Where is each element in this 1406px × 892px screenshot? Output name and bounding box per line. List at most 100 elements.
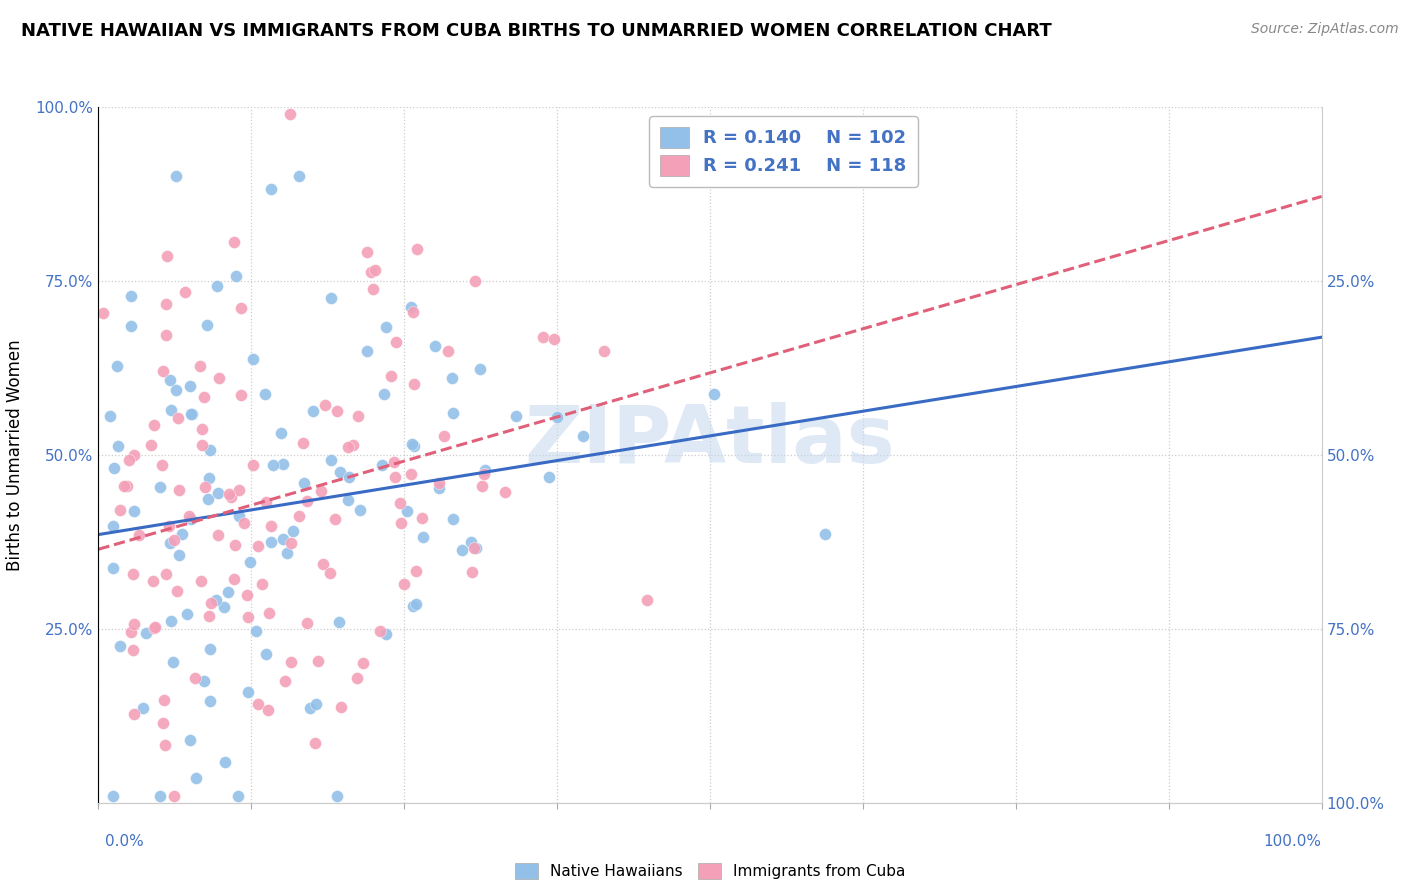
Point bbox=[250, 576, 273, 591]
Point bbox=[157, 519, 180, 533]
Point bbox=[194, 480, 217, 494]
Point bbox=[399, 467, 422, 482]
Point bbox=[246, 540, 269, 554]
Point bbox=[280, 536, 302, 550]
Legend: Native Hawaiians, Immigrants from Cuba: Native Hawaiians, Immigrants from Cuba bbox=[509, 856, 911, 886]
Point bbox=[236, 609, 259, 624]
Point bbox=[245, 624, 267, 638]
Point bbox=[280, 655, 302, 669]
Point bbox=[193, 390, 215, 404]
Point bbox=[118, 453, 141, 467]
Point bbox=[471, 479, 494, 493]
Y-axis label: Births to Unmarried Women: Births to Unmarried Women bbox=[7, 339, 24, 571]
Text: 100.0%: 100.0% bbox=[1264, 834, 1322, 849]
Point bbox=[172, 527, 194, 541]
Point bbox=[155, 328, 177, 343]
Point bbox=[433, 429, 456, 443]
Point bbox=[165, 384, 187, 398]
Point bbox=[437, 343, 460, 358]
Point bbox=[592, 343, 614, 358]
Point bbox=[259, 534, 281, 549]
Point bbox=[361, 281, 384, 295]
Point bbox=[200, 596, 222, 610]
Point bbox=[337, 470, 360, 484]
Point bbox=[401, 305, 423, 319]
Point bbox=[207, 278, 229, 293]
Point bbox=[162, 655, 184, 669]
Point bbox=[326, 789, 349, 803]
Point bbox=[173, 285, 195, 299]
Point bbox=[505, 409, 527, 423]
Point bbox=[233, 516, 256, 531]
Point bbox=[472, 467, 495, 481]
Point bbox=[204, 592, 226, 607]
Point bbox=[166, 583, 188, 598]
Point bbox=[193, 673, 215, 688]
Point bbox=[155, 738, 177, 752]
Point bbox=[301, 404, 323, 418]
Point bbox=[572, 428, 595, 442]
Point bbox=[405, 564, 427, 578]
Point bbox=[163, 789, 186, 803]
Point bbox=[257, 606, 280, 620]
Point bbox=[427, 481, 450, 495]
Point bbox=[257, 703, 280, 717]
Point bbox=[188, 359, 211, 373]
Point bbox=[229, 301, 252, 315]
Point bbox=[152, 716, 174, 731]
Point bbox=[128, 528, 150, 542]
Point bbox=[325, 511, 347, 525]
Point bbox=[191, 421, 214, 435]
Point bbox=[380, 368, 402, 383]
Point bbox=[190, 574, 212, 589]
Point bbox=[152, 364, 174, 378]
Point bbox=[124, 617, 146, 632]
Point bbox=[402, 599, 425, 613]
Point bbox=[142, 574, 165, 589]
Point bbox=[105, 359, 128, 373]
Point bbox=[110, 503, 132, 517]
Point bbox=[360, 265, 382, 279]
Point bbox=[198, 693, 221, 707]
Text: ZIPAtlas: ZIPAtlas bbox=[524, 402, 896, 480]
Point bbox=[278, 107, 301, 121]
Point bbox=[225, 269, 247, 284]
Point bbox=[404, 376, 426, 391]
Point bbox=[207, 528, 229, 542]
Point bbox=[262, 458, 284, 472]
Point bbox=[165, 169, 187, 183]
Point bbox=[167, 483, 190, 498]
Point bbox=[337, 440, 360, 454]
Point bbox=[636, 593, 658, 607]
Point bbox=[312, 557, 335, 571]
Point bbox=[394, 577, 416, 591]
Point bbox=[385, 335, 408, 350]
Point bbox=[228, 483, 250, 497]
Point bbox=[274, 674, 297, 689]
Point bbox=[159, 373, 181, 387]
Point bbox=[538, 470, 561, 484]
Point bbox=[543, 332, 565, 346]
Point bbox=[180, 407, 202, 421]
Point bbox=[238, 684, 260, 698]
Point bbox=[156, 248, 179, 262]
Point bbox=[411, 510, 433, 524]
Point bbox=[287, 509, 309, 524]
Point bbox=[254, 647, 277, 661]
Point bbox=[356, 244, 378, 259]
Point bbox=[388, 496, 411, 510]
Point bbox=[163, 533, 186, 548]
Point bbox=[197, 492, 219, 507]
Point bbox=[239, 555, 262, 569]
Point bbox=[464, 274, 486, 288]
Point bbox=[139, 438, 162, 452]
Point bbox=[155, 567, 177, 582]
Point bbox=[115, 479, 138, 493]
Point bbox=[326, 404, 349, 418]
Point bbox=[651, 157, 673, 171]
Text: 0.0%: 0.0% bbox=[105, 834, 145, 849]
Point bbox=[281, 524, 304, 538]
Point bbox=[214, 600, 236, 615]
Point bbox=[307, 654, 329, 668]
Point bbox=[217, 584, 239, 599]
